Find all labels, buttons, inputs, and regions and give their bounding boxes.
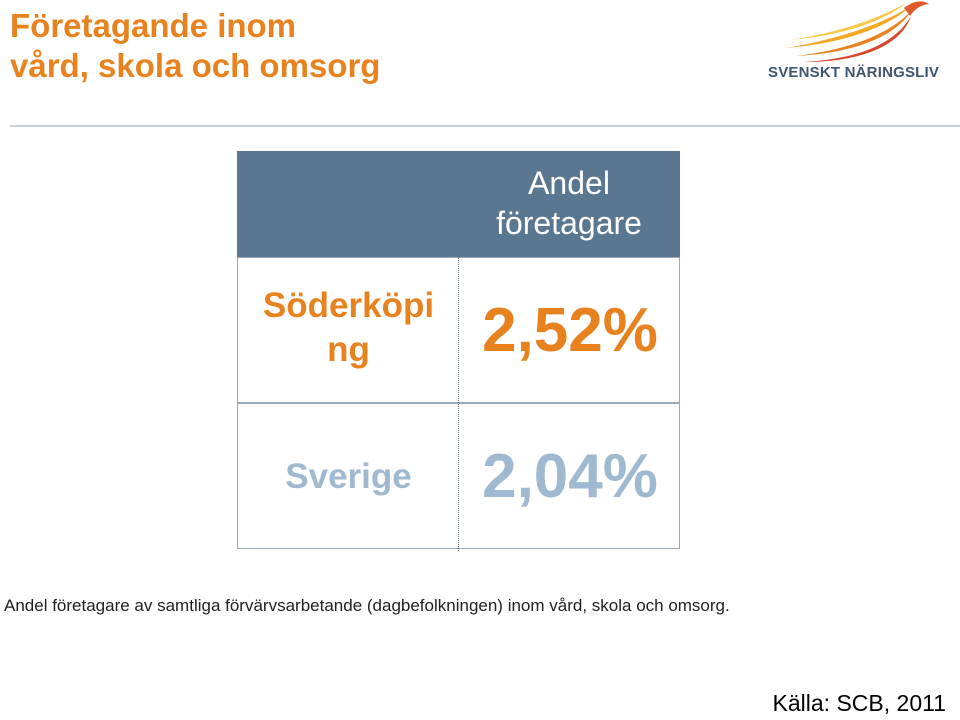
table-header: Andel företagare	[237, 151, 680, 257]
table-caption: Andel företagare av samtliga förvärvsarb…	[4, 596, 730, 615]
row-value-soderkoping: 2,52%	[482, 296, 658, 365]
page-title-line-2: vård, skola och omsorg	[10, 47, 381, 84]
row-value-sverige: 2,04%	[482, 442, 658, 511]
row-label-sverige: Sverige	[285, 457, 412, 496]
source-note: Källa: SCB, 2011	[772, 690, 946, 716]
page-title-line-1: Företagande inom	[10, 7, 297, 44]
comparison-table: Andel företagare Söderköpi ng 2,52% Sver…	[237, 151, 680, 551]
row-label-soderkoping: Söderköpi ng	[262, 286, 435, 369]
svenskt-naringsliv-logo: SVENSKT NÄRINGSLIV	[764, 0, 944, 90]
wing-flame-logo-icon	[786, 1, 929, 62]
page-title: Företagande inom vård, skola och omsorg	[10, 6, 380, 86]
logo-text: SVENSKT NÄRINGSLIV	[768, 64, 940, 81]
column-separator	[458, 257, 459, 551]
header-divider	[10, 125, 960, 127]
column-header-andel-foretagare: Andel företagare	[496, 165, 642, 241]
